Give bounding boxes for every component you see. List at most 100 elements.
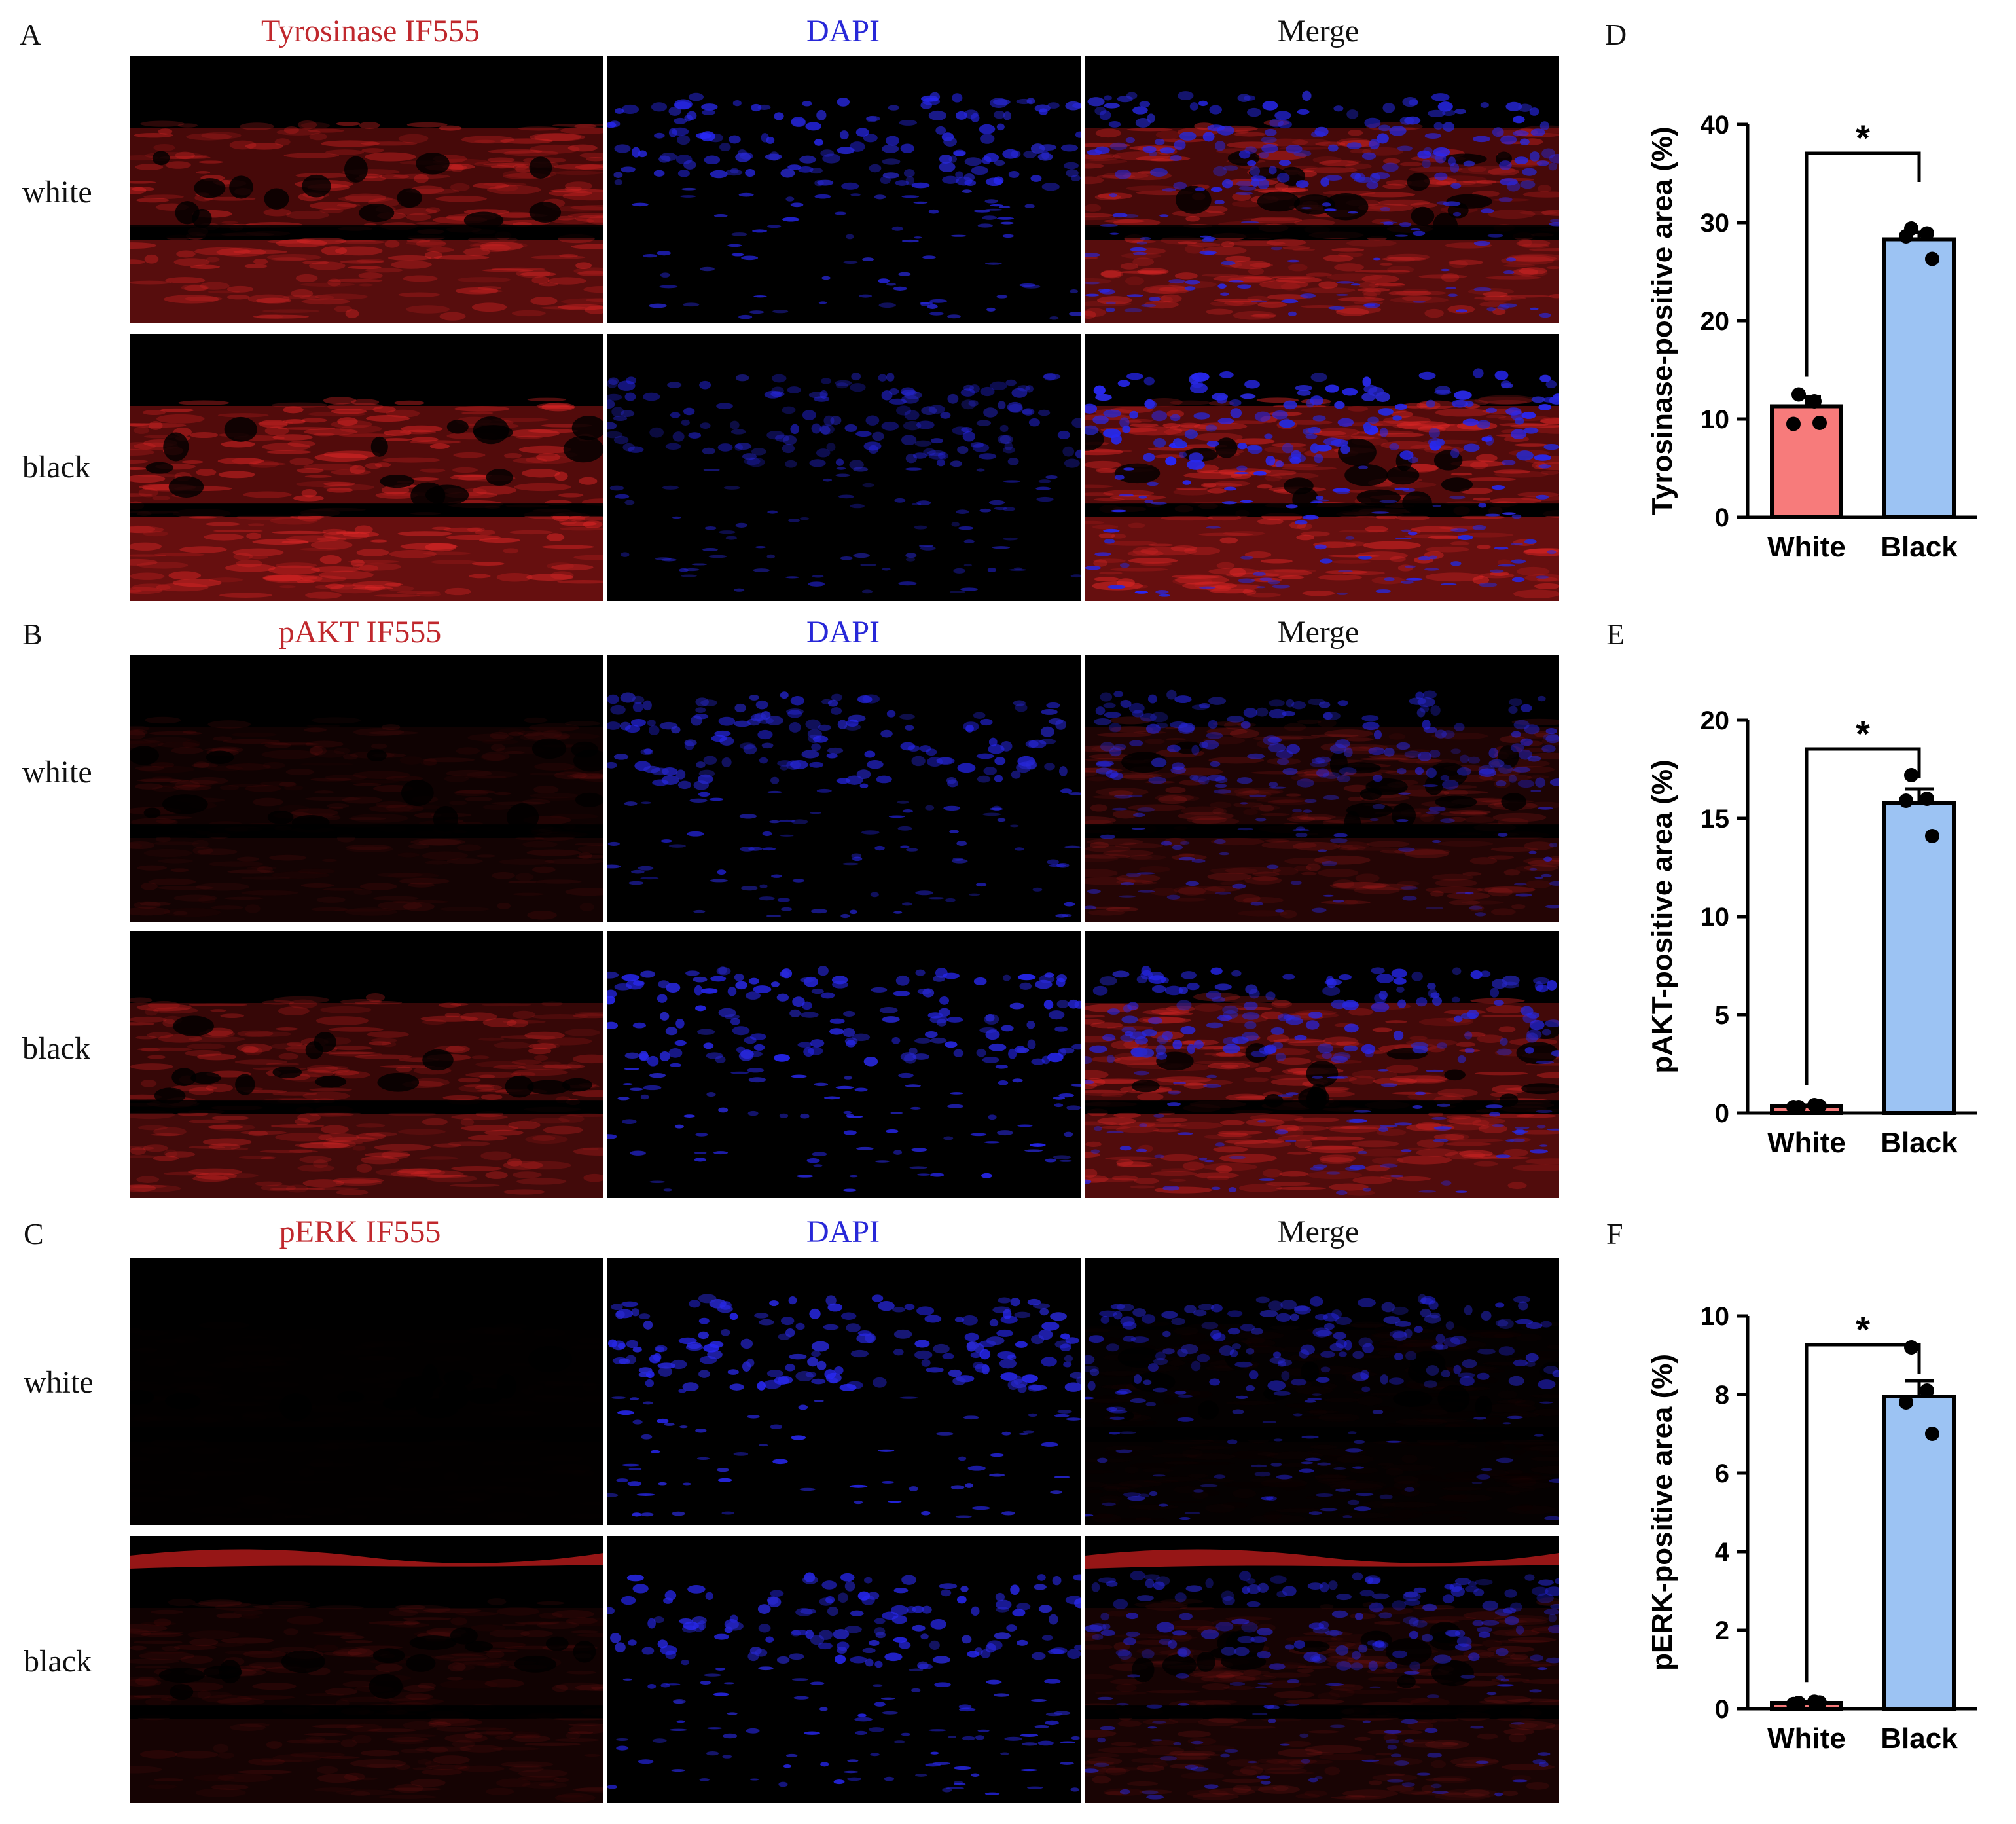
data-point bbox=[1807, 394, 1822, 409]
significance-star: * bbox=[1856, 713, 1870, 754]
panel-letter-c: C bbox=[24, 1217, 44, 1250]
bar-white bbox=[1770, 1104, 1843, 1115]
micrograph-c-black-perk bbox=[130, 1536, 603, 1803]
x-tick-label: Black bbox=[1881, 1127, 1958, 1159]
data-point bbox=[1920, 1383, 1934, 1398]
significance-bracket bbox=[1805, 1343, 1921, 1683]
row-label-white: white bbox=[24, 1365, 94, 1400]
y-tick-label: 10 bbox=[1701, 903, 1730, 932]
data-point bbox=[1899, 229, 1913, 244]
significance-bracket bbox=[1805, 151, 1921, 377]
y-tick-label: 15 bbox=[1701, 805, 1730, 833]
significance-star: * bbox=[1856, 1309, 1870, 1350]
data-point bbox=[1791, 387, 1806, 402]
chart-svg: 0 2 4 6 8 10 pERK-positive area (%) White Black * bbox=[1646, 1302, 1977, 1755]
data-point bbox=[1920, 226, 1934, 241]
micrograph-a-black-tyrosinase bbox=[130, 334, 603, 601]
panel-letter-a: A bbox=[20, 18, 42, 51]
data-point bbox=[1925, 1427, 1939, 1441]
micrograph-c-white-merge bbox=[1085, 1258, 1559, 1525]
data-point bbox=[1904, 768, 1918, 782]
row-label-black: black bbox=[22, 1031, 90, 1066]
panel-letter-e: E bbox=[1606, 617, 1625, 651]
micrograph-b-white-dapi bbox=[607, 655, 1081, 922]
y-axis-label: pAKT-positive area (%) bbox=[1646, 759, 1678, 1073]
row-label-black: black bbox=[24, 1644, 92, 1679]
micrograph-c-white-dapi bbox=[607, 1258, 1081, 1525]
y-tick-label: 8 bbox=[1715, 1381, 1729, 1410]
micrograph-a-black-merge bbox=[1085, 334, 1559, 601]
micrograph-c-black-dapi bbox=[607, 1536, 1081, 1803]
y-tick-label: 20 bbox=[1701, 307, 1730, 336]
y-tick-label: 0 bbox=[1715, 1695, 1729, 1724]
chart-e-pakt: 0 5 10 15 20 pAKT-positive area (%) White Black… bbox=[1623, 694, 1990, 1192]
x-tick-label: Black bbox=[1881, 531, 1958, 563]
row-label-black: black bbox=[22, 450, 90, 484]
data-point bbox=[1925, 829, 1939, 843]
micrograph-a-white-dapi bbox=[607, 56, 1081, 323]
row-label-white: white bbox=[22, 755, 92, 790]
micrograph-b-black-pakt bbox=[130, 931, 603, 1198]
y-tick-label: 6 bbox=[1715, 1459, 1729, 1488]
data-point bbox=[1786, 416, 1801, 431]
x-tick-label: White bbox=[1767, 1127, 1846, 1159]
chart-svg: 0 5 10 15 20 pAKT-positive area (%) White Black… bbox=[1646, 706, 1977, 1159]
y-tick-label: 30 bbox=[1701, 209, 1730, 238]
x-tick-label: White bbox=[1767, 1723, 1846, 1755]
panel-letter-b: B bbox=[22, 617, 43, 651]
bar-black bbox=[1882, 801, 1956, 1115]
column-header-merge: Merge bbox=[1277, 14, 1359, 48]
bar-white bbox=[1770, 1701, 1843, 1711]
y-axis-label: Tyrosinase-positive area (%) bbox=[1646, 126, 1678, 515]
micrograph-a-white-tyrosinase bbox=[130, 56, 603, 323]
column-header-tyrosinase: Tyrosinase IF555 bbox=[261, 14, 480, 48]
row-label-white: white bbox=[22, 175, 92, 210]
chart-d-tyrosinase: 0 10 20 30 40 Tyrosinase-positive area (%) Whi… bbox=[1623, 98, 1990, 596]
data-point bbox=[1899, 793, 1913, 808]
y-tick-label: 20 bbox=[1701, 706, 1730, 735]
significance-bracket bbox=[1805, 747, 1921, 1085]
significance-star: * bbox=[1856, 117, 1870, 158]
y-axis-label: pERK-positive area (%) bbox=[1646, 1354, 1678, 1671]
data-point bbox=[1786, 1696, 1801, 1711]
y-tick-label: 2 bbox=[1715, 1616, 1729, 1645]
y-tick-label: 5 bbox=[1715, 1001, 1729, 1030]
bar-black bbox=[1882, 237, 1956, 519]
bar-black bbox=[1882, 1395, 1956, 1711]
micrograph-c-white-perk bbox=[130, 1258, 603, 1525]
column-header-dapi: DAPI bbox=[806, 1214, 880, 1249]
data-point bbox=[1925, 251, 1939, 266]
data-point bbox=[1786, 1100, 1801, 1114]
data-point bbox=[1920, 792, 1934, 806]
y-tick-label: 10 bbox=[1701, 1302, 1730, 1331]
column-header-dapi: DAPI bbox=[806, 615, 880, 649]
chart-svg: 0 10 20 30 40 Tyrosinase-positive area (%) Whi… bbox=[1646, 111, 1977, 563]
data-point bbox=[1812, 1695, 1827, 1710]
chart-f-perk: 0 2 4 6 8 10 pERK-positive area (%) White Black * bbox=[1623, 1290, 1990, 1787]
x-tick-label: Black bbox=[1881, 1723, 1958, 1755]
micrograph-a-black-dapi bbox=[607, 334, 1081, 601]
micrograph-b-white-pakt bbox=[130, 655, 603, 922]
data-point bbox=[1904, 1340, 1918, 1355]
y-tick-label: 10 bbox=[1701, 405, 1730, 434]
y-tick-label: 0 bbox=[1715, 503, 1729, 532]
micrograph-b-black-merge bbox=[1085, 931, 1559, 1198]
micrograph-a-white-merge bbox=[1085, 56, 1559, 323]
data-point bbox=[1899, 1395, 1913, 1410]
column-header-merge: Merge bbox=[1277, 1214, 1359, 1249]
column-header-merge: Merge bbox=[1277, 615, 1359, 649]
column-header-pakt: pAKT IF555 bbox=[278, 615, 442, 649]
x-tick-label: White bbox=[1767, 531, 1846, 563]
column-header-dapi: DAPI bbox=[806, 14, 880, 48]
data-point bbox=[1812, 416, 1827, 430]
micrograph-b-white-merge bbox=[1085, 655, 1559, 922]
data-point bbox=[1812, 1099, 1827, 1114]
micrograph-b-black-dapi bbox=[607, 931, 1081, 1198]
bar-white bbox=[1770, 404, 1843, 519]
panel-letter-d: D bbox=[1605, 18, 1627, 51]
y-tick-label: 40 bbox=[1701, 111, 1730, 139]
panel-letter-f: F bbox=[1606, 1217, 1623, 1250]
micrograph-c-black-merge bbox=[1085, 1536, 1559, 1803]
y-tick-label: 0 bbox=[1715, 1099, 1729, 1128]
column-header-perk: pERK IF555 bbox=[279, 1214, 441, 1249]
